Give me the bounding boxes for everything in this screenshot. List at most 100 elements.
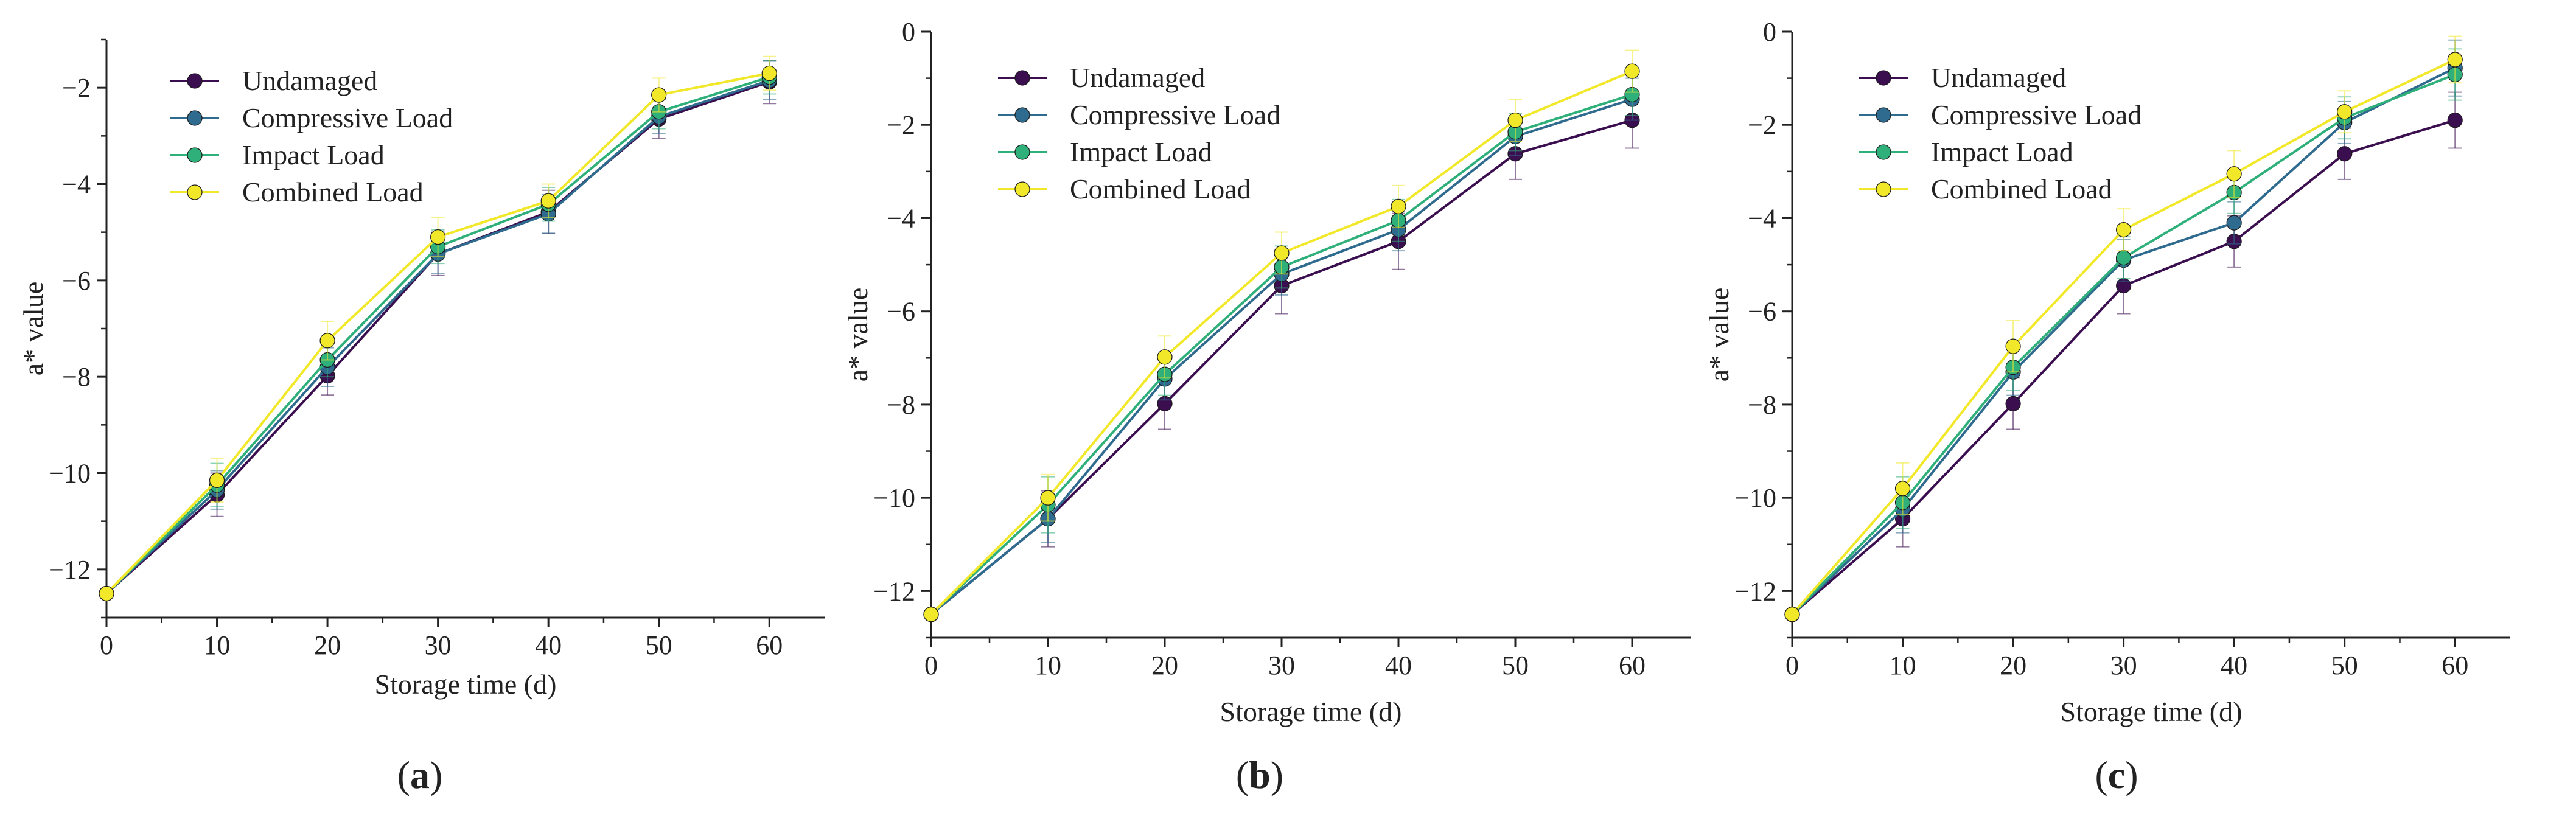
y-tick-label: −12 [1734,576,1776,606]
series-line [930,98,1633,616]
legend-label: Compressive Load [1070,99,1280,130]
series-combined-load [99,55,777,602]
x-tick-label: 50 [2331,650,2358,680]
y-axis-title: a* value [18,282,49,376]
data-point [1157,349,1173,365]
y-tick-label: −8 [1748,390,1776,420]
legend-label: Undamaged [242,65,377,96]
legend-marker [1014,107,1030,123]
legend-marker [1876,181,1891,197]
series-line [930,119,1633,616]
y-tick-label: −2 [62,73,91,103]
x-tick-label: 10 [1035,650,1061,680]
y-tick-label: −10 [1734,483,1776,513]
data-point [2337,104,2353,120]
series-undamaged [1784,91,2463,622]
data-point [430,229,446,245]
x-tick-label: 30 [425,630,452,660]
legend-marker [1014,70,1030,86]
data-point [319,333,335,349]
x-axis-title: Storage time (d) [375,669,557,700]
legend: Undamaged Compressive Load Impact Load Comb… [170,65,453,207]
x-axis-title: Storage time (d) [2061,696,2243,727]
y-tick-label: −4 [887,203,915,233]
y-tick-label: −4 [62,170,91,200]
legend-marker [1014,181,1030,197]
legend: Undamaged Compressive Load Impact Load Comb… [998,62,1280,204]
y-tick-label: −10 [49,459,91,489]
data-point [2337,146,2353,162]
x-tick-label: 20 [2000,650,2026,680]
y-tick-label: −6 [1748,297,1776,327]
x-tick-label: 30 [2110,650,2137,680]
legend-label: Combined Load [1070,173,1251,204]
panel-label: (c) [2095,753,2138,796]
x-axis-title: Storage time (d) [1220,696,1402,727]
data-point [1507,112,1523,128]
y-tick-label: −6 [62,266,91,296]
y-tick-label: −6 [887,297,915,327]
x-tick-label: 20 [314,630,341,660]
x-tick-label: 0 [100,630,113,660]
legend-marker [1876,70,1891,86]
legend-label: Undamaged [1931,62,2066,93]
series-line [105,80,770,594]
x-tick-label: 50 [1502,650,1529,680]
panel-label: (b) [1236,753,1283,796]
legend-label: Combined Load [242,176,424,207]
data-point [2116,222,2132,238]
legend-marker [187,184,203,200]
x-tick-label: 0 [924,650,938,680]
x-tick-label: 20 [1151,650,1178,680]
data-point [761,65,777,82]
data-point [651,87,667,103]
series-line [1791,58,2456,616]
data-point [99,585,114,602]
legend-label: Impact Load [242,139,385,170]
x-tick-label: 10 [1890,650,1916,680]
x-tick-label: 40 [2221,650,2247,680]
legend-marker [1014,144,1030,160]
panel-label: (a) [397,753,443,796]
legend-marker [187,110,203,126]
legend-marker [187,73,203,89]
x-tick-label: 0 [1785,650,1799,680]
x-tick-label: 50 [646,630,672,660]
series-undamaged [923,91,1640,622]
series-impact-load [99,60,777,602]
data-point [1894,481,1911,497]
y-tick-label: 0 [1763,17,1776,47]
series-impact-load [923,72,1640,622]
legend-label: Impact Load [1931,136,2073,167]
x-tick-label: 60 [756,630,783,660]
series-compressive-load [99,60,777,602]
y-tick-label: 0 [902,17,915,47]
x-tick-label: 10 [204,630,231,660]
data-point [923,607,939,622]
legend-label: Impact Load [1070,136,1212,167]
legend-label: Undamaged [1070,62,1205,93]
data-point [2226,215,2242,231]
chart-panel-3: 0 10 20 30 40 50 60 −12 −10 −8 −6 −4 −2 0 Storage time… [1703,17,2510,796]
chart-panel-2: 0 10 20 30 40 50 60 −12 −10 −8 −6 −4 −2 0 Storage time… [842,17,1691,796]
chart-panel-1: 0 10 20 30 40 50 60 −12 −10 −8 −6 −4 −2 Storage time … [18,38,825,796]
data-point [2447,52,2463,68]
series-line [105,72,770,594]
x-tick-label: 60 [1619,650,1646,680]
series-line [105,79,770,594]
data-point [2005,396,2021,411]
legend-marker [1876,107,1891,123]
y-tick-label: −2 [1748,110,1776,140]
legend-label: Compressive Load [242,102,453,133]
series-impact-load [1784,48,2463,622]
data-point [2226,166,2242,182]
y-tick-label: −12 [873,576,915,606]
data-point [540,193,556,209]
x-tick-label: 30 [1268,650,1295,680]
series-line [1791,73,2456,616]
legend-marker [187,147,203,163]
series-undamaged [99,60,777,602]
y-tick-label: −8 [62,362,91,392]
series-compressive-load [923,77,1640,622]
y-tick-label: −12 [49,555,91,585]
